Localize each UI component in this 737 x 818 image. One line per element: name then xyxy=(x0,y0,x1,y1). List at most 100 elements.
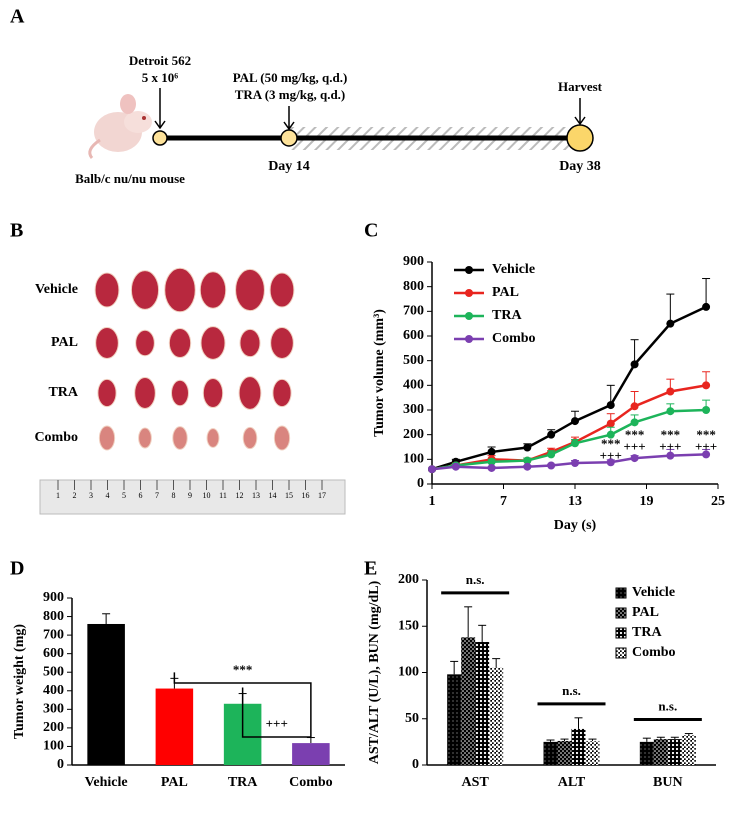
bar xyxy=(489,667,504,765)
x-tick-label: AST xyxy=(462,775,490,790)
bar xyxy=(543,741,558,765)
data-point xyxy=(666,319,675,328)
y-tick-label: 400 xyxy=(43,683,64,698)
tumor xyxy=(199,271,227,309)
bar xyxy=(155,688,194,765)
significance-label: +++ xyxy=(695,439,717,454)
series-line xyxy=(431,408,707,471)
data-point xyxy=(606,401,615,410)
tumor xyxy=(138,427,152,449)
ruler-label: 10 xyxy=(203,491,211,500)
data-point xyxy=(666,451,675,460)
legend-marker xyxy=(615,627,627,639)
legend-marker xyxy=(465,289,473,297)
panel-label: E xyxy=(364,558,377,580)
significance-label: *** xyxy=(696,427,716,442)
ruler-label: 1 xyxy=(56,491,60,500)
arrows xyxy=(154,88,586,131)
data-point xyxy=(571,439,579,448)
data-point xyxy=(547,461,556,470)
data-point xyxy=(547,430,556,439)
legend-marker xyxy=(615,647,627,659)
y-axis-label: Tumor weight (mg) xyxy=(12,624,27,739)
tumor xyxy=(270,327,294,359)
data-point xyxy=(606,419,615,428)
y-tick-label: 0 xyxy=(417,476,424,491)
y-tick-label: 150 xyxy=(398,618,419,633)
tumor xyxy=(269,272,295,308)
y-tick-label: 800 xyxy=(403,279,424,294)
tumor xyxy=(94,272,120,308)
tumor xyxy=(235,268,265,312)
bar xyxy=(292,743,330,765)
significance-label: +++ xyxy=(600,448,622,463)
bar xyxy=(653,739,668,765)
data-point xyxy=(630,402,639,411)
ruler xyxy=(39,479,346,515)
data-point xyxy=(702,302,711,311)
y-tick-label: 200 xyxy=(403,427,424,442)
data-point xyxy=(606,458,615,467)
y-tick-label: 600 xyxy=(43,646,64,661)
y-tick-label: 100 xyxy=(43,739,64,754)
tumor xyxy=(242,426,258,450)
data-point xyxy=(606,430,615,439)
data-point xyxy=(666,407,675,416)
bar xyxy=(557,740,572,765)
legend-label: PAL xyxy=(632,605,659,620)
legend-label: Vehicle xyxy=(492,262,535,277)
y-tick-label: 300 xyxy=(43,702,64,717)
panel-label: B xyxy=(10,220,23,242)
bar xyxy=(461,637,476,765)
x-tick-label: ALT xyxy=(558,775,586,790)
annotation-label: n.s. xyxy=(562,683,581,698)
annotation-label: n.s. xyxy=(466,572,485,587)
data-point xyxy=(487,457,496,466)
series-line xyxy=(431,453,707,471)
y-tick-label: 500 xyxy=(403,353,424,368)
tumor xyxy=(171,379,189,407)
mouse-illustration xyxy=(88,94,152,159)
x-tick-label: 25 xyxy=(711,494,725,509)
x-tick-label: 1 xyxy=(429,494,436,509)
data-point xyxy=(451,462,460,471)
ruler-label: 2 xyxy=(73,491,77,500)
mouse-label: Balb/c nu/nu mouse xyxy=(75,171,185,186)
data-point xyxy=(702,381,711,390)
y-tick-label: 800 xyxy=(43,609,64,624)
ruler-label: 16 xyxy=(302,491,310,500)
data-point xyxy=(571,417,579,426)
y-tick-label: 50 xyxy=(405,711,419,726)
tumor xyxy=(273,425,291,451)
x-tick-label: 19 xyxy=(640,494,654,509)
tumor xyxy=(130,270,160,310)
x-tick-label: Vehicle xyxy=(85,775,128,790)
data-point xyxy=(523,443,532,452)
y-tick-label: 100 xyxy=(398,665,419,680)
row-label: PAL xyxy=(51,335,78,350)
data-point xyxy=(630,360,639,369)
ruler-label: 4 xyxy=(106,491,110,500)
tumor xyxy=(239,328,261,358)
annotation-label: n.s. xyxy=(658,699,677,714)
y-tick-label: 600 xyxy=(403,328,424,343)
comparison-label: *** xyxy=(233,662,253,677)
legend-marker xyxy=(465,312,473,320)
day-label: Day 14 xyxy=(268,159,310,174)
significance-label: *** xyxy=(601,436,621,451)
data-point xyxy=(630,418,639,427)
data-point xyxy=(702,450,711,459)
timeline-point xyxy=(152,130,168,146)
ruler-label: 3 xyxy=(89,491,93,500)
ruler-label: 17 xyxy=(318,491,326,500)
y-tick-label: 0 xyxy=(412,757,419,772)
significance-label: *** xyxy=(661,427,681,442)
y-axis-label: Tumor volume (mm³) xyxy=(372,309,387,437)
significance-label: *** xyxy=(625,427,645,442)
x-tick-label: 7 xyxy=(500,494,507,509)
data-point xyxy=(523,456,532,465)
data-point xyxy=(523,462,532,471)
ruler-label: 12 xyxy=(236,491,244,500)
y-tick-label: 300 xyxy=(403,402,424,417)
